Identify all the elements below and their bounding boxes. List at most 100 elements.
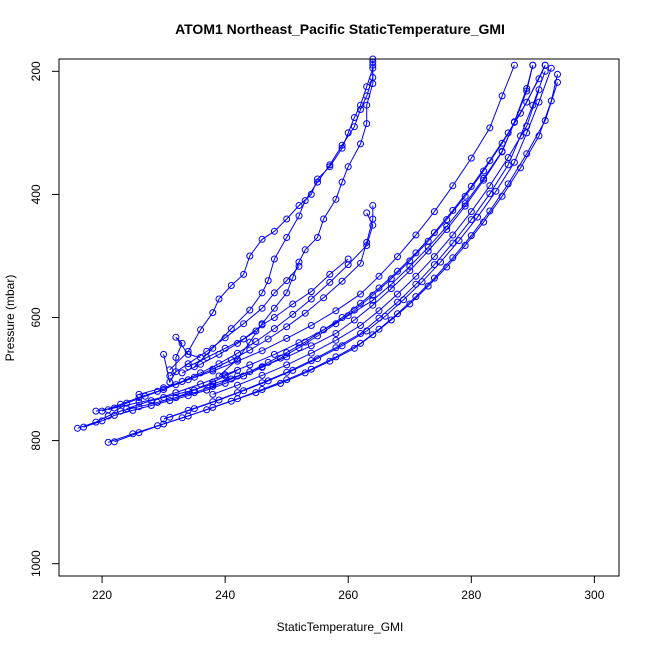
profile-7-point-8 (375, 307, 383, 315)
profile-10-point-16 (467, 154, 475, 162)
profile-10-point-19 (510, 61, 518, 69)
profile-20-point-1 (215, 372, 223, 380)
profile-20-point-9 (301, 246, 309, 254)
profile-10-point-10 (357, 290, 364, 298)
profile-8-point-7 (270, 350, 278, 358)
profile-19-point-13 (338, 141, 346, 149)
profile-6-point-15 (467, 216, 475, 224)
profile-4-point-8 (283, 376, 291, 384)
profile-19-point-10 (301, 197, 309, 205)
profile-9-point-16 (424, 247, 432, 255)
profile-1-point-22 (449, 206, 457, 214)
profile-6-point-14 (449, 239, 457, 247)
profile-5-point-4 (240, 387, 248, 395)
profile-1-point-18 (375, 284, 383, 292)
profile-line-6 (163, 71, 546, 420)
profile-3-point-4 (178, 414, 186, 422)
profile-7-point-10 (412, 272, 420, 280)
profile-3-point-23 (554, 70, 561, 78)
profile-14-point-6 (172, 333, 180, 341)
profile-6-point-18 (517, 132, 524, 140)
profile-line-12 (108, 212, 374, 411)
profile-6-point-20 (541, 67, 549, 75)
profile-12-point-7 (215, 360, 223, 368)
profile-20-point-19 (369, 61, 377, 69)
profile-line-17 (181, 330, 257, 374)
profile-8-point-8 (295, 339, 303, 347)
profile-9-point-6 (209, 380, 217, 388)
profile-5-point-14 (455, 237, 463, 245)
profile-8-point-13 (406, 262, 414, 270)
profile-12-point-6 (197, 369, 204, 377)
profile-line-1 (77, 64, 546, 429)
profile-2-point-6 (166, 397, 174, 405)
y-tick-label-400: 400 (29, 184, 43, 204)
profile-line-13 (175, 369, 238, 398)
profile-11-point-15 (357, 259, 364, 267)
profile-13-point-5 (234, 366, 241, 374)
profile-4-point-19 (504, 180, 512, 188)
profile-12-point-3 (141, 392, 149, 400)
profile-20-point-2 (234, 355, 241, 363)
profile-7-point-6 (332, 336, 340, 344)
profile-19-point-8 (283, 234, 291, 241)
profile-3-point-13 (387, 316, 395, 324)
profile-19-point-15 (357, 106, 364, 113)
profile-7-point-5 (307, 349, 315, 357)
profile-7-point-1 (209, 390, 217, 398)
profile-16-point-9 (326, 270, 334, 278)
profile-3-point-15 (424, 282, 432, 290)
profile-11-point-12 (301, 309, 309, 317)
profile-12-point-10 (270, 325, 278, 333)
profile-2-point-22 (461, 192, 469, 200)
profile-2-point-4 (129, 406, 137, 414)
profile-4-point-7 (258, 386, 266, 393)
profile-3-point-22 (547, 97, 555, 105)
profile-16-point-3 (221, 344, 229, 352)
profile-4-point-9 (307, 365, 315, 373)
profile-9-point-14 (387, 285, 395, 293)
profile-15-point-7 (270, 289, 278, 297)
profile-1-point-20 (412, 249, 420, 257)
profile-11-point-7 (209, 365, 217, 373)
profile-9-point-3 (135, 398, 143, 406)
profile-11-point-11 (283, 323, 291, 331)
profile-19-point-9 (295, 212, 303, 220)
profile-18-point-5 (215, 295, 223, 303)
profile-18-point-9 (258, 235, 266, 243)
profile-line-2 (83, 64, 546, 428)
profile-20-point-6 (283, 289, 291, 297)
profile-20-point-16 (363, 120, 371, 128)
profile-4-point-18 (486, 207, 494, 215)
profile-6-point-6 (283, 368, 291, 376)
profile-10-point-13 (412, 231, 420, 239)
profile-7-point-3 (258, 371, 266, 379)
profile-16-point-10 (344, 255, 352, 263)
profile-4-point-3 (160, 420, 168, 428)
profile-3-point-6 (227, 397, 235, 405)
profile-4-point-1 (110, 438, 118, 446)
profile-12-point-1 (104, 406, 112, 414)
profile-5-point-16 (492, 187, 500, 195)
profile-18-point-2 (184, 347, 192, 355)
profile-2-point-2 (98, 417, 106, 425)
profile-5-point-3 (215, 396, 223, 404)
profile-18-point-6 (227, 282, 235, 289)
profile-20-point-13 (338, 178, 346, 186)
profile-9-point-10 (307, 342, 315, 350)
profile-line-5 (169, 68, 552, 418)
profile-8-point-9 (320, 326, 328, 334)
profile-2-point-23 (480, 167, 488, 175)
x-tick-label-220: 220 (92, 588, 112, 602)
profile-17-point-4 (234, 339, 241, 347)
profile-20-point-8 (295, 258, 303, 266)
profile-18-point-3 (197, 326, 204, 334)
profile-line-18 (169, 59, 374, 371)
profile-13-point-1 (172, 394, 180, 401)
profile-line-15 (169, 266, 300, 377)
profile-19-point-14 (350, 123, 358, 131)
profile-19-point-1 (190, 363, 198, 371)
profile-9-point-21 (510, 118, 518, 126)
profile-1-point-26 (523, 98, 531, 106)
